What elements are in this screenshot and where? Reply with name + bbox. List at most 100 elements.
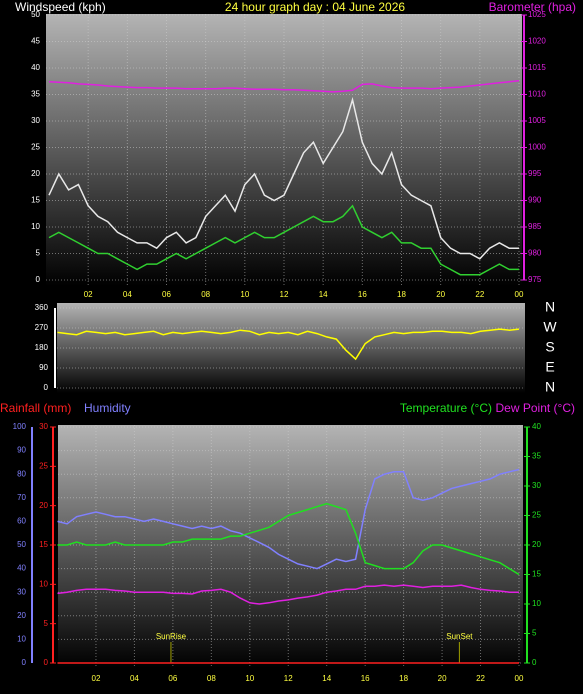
y-tick-label: 1020 bbox=[528, 37, 546, 46]
y-tick-label: N bbox=[545, 379, 555, 395]
y-tick-label: 15 bbox=[39, 540, 48, 549]
y-tick-label: 25 bbox=[31, 143, 40, 152]
series-line bbox=[48, 96, 519, 260]
y-tick-label: 5 bbox=[36, 249, 41, 258]
y-tick-label: 0 bbox=[44, 658, 49, 667]
y-axis-label: Windspeed (kph) bbox=[15, 0, 106, 14]
x-tick-label: 18 bbox=[397, 290, 406, 299]
y-tick-label: 5 bbox=[44, 619, 49, 628]
y-tick-label: 0 bbox=[532, 658, 537, 667]
y-tick-label: 270 bbox=[35, 323, 49, 332]
y-tick-label: E bbox=[545, 359, 554, 375]
y-tick-label: 20 bbox=[17, 611, 26, 620]
y-tick-label: 1010 bbox=[528, 90, 546, 99]
x-tick-label: 14 bbox=[322, 674, 331, 683]
y-tick-label: 980 bbox=[528, 249, 542, 258]
series-line bbox=[57, 502, 520, 576]
x-tick-label: 04 bbox=[130, 674, 139, 683]
legend-entry: Dew Point (°C) bbox=[496, 401, 575, 415]
y-tick-label: 0 bbox=[22, 658, 27, 667]
y-tick-label: 15 bbox=[532, 570, 541, 579]
y-tick-label: N bbox=[545, 299, 555, 315]
x-tick-label: 04 bbox=[123, 290, 132, 299]
x-tick-label: 12 bbox=[284, 674, 293, 683]
series-line bbox=[48, 79, 520, 93]
x-tick-label: 18 bbox=[399, 674, 408, 683]
y-tick-label: 40 bbox=[17, 564, 26, 573]
y-tick-label: 90 bbox=[39, 363, 48, 372]
y-tick-label: 100 bbox=[13, 422, 27, 431]
y-tick-label: S bbox=[545, 339, 554, 355]
x-tick-label: 16 bbox=[361, 674, 370, 683]
x-tick-label: 20 bbox=[438, 674, 447, 683]
x-tick-label: 22 bbox=[475, 290, 484, 299]
y-tick-label: 30 bbox=[31, 116, 40, 125]
y-tick-label: 30 bbox=[39, 422, 48, 431]
y-tick-label: 80 bbox=[17, 469, 26, 478]
x-tick-label: 10 bbox=[240, 290, 249, 299]
y-tick-label: 15 bbox=[31, 196, 40, 205]
y-tick-label: 70 bbox=[17, 493, 26, 502]
y-tick-label: 5 bbox=[532, 629, 537, 638]
y-tick-label: 985 bbox=[528, 222, 542, 231]
y-tick-label: 1000 bbox=[528, 143, 546, 152]
y-tick-label: 90 bbox=[17, 446, 26, 455]
y-tick-label: 990 bbox=[528, 196, 542, 205]
x-tick-label: 08 bbox=[201, 290, 210, 299]
chart-title: 24 hour graph day : 04 June 2026 bbox=[225, 0, 405, 14]
series-line bbox=[48, 204, 519, 276]
y-tick-label: 40 bbox=[532, 422, 541, 431]
x-tick-label: 20 bbox=[436, 290, 445, 299]
y-tick-label: 180 bbox=[35, 343, 49, 352]
series-line bbox=[57, 328, 520, 361]
x-tick-label: 10 bbox=[245, 674, 254, 683]
y-tick-label: 975 bbox=[528, 275, 542, 284]
y-tick-label: 995 bbox=[528, 169, 542, 178]
y-tick-label: 20 bbox=[39, 501, 48, 510]
annotation: SunRise bbox=[156, 632, 187, 641]
y-tick-label: 1015 bbox=[528, 63, 546, 72]
x-tick-label: 00 bbox=[515, 674, 524, 683]
y-tick-label: 50 bbox=[17, 540, 26, 549]
x-tick-label: 02 bbox=[84, 290, 93, 299]
y-tick-label: 35 bbox=[31, 90, 40, 99]
y-tick-label: 25 bbox=[532, 511, 541, 520]
x-tick-label: 22 bbox=[476, 674, 485, 683]
y-tick-label: 20 bbox=[31, 169, 40, 178]
annotation: SunSet bbox=[446, 632, 473, 641]
y-tick-label: 0 bbox=[44, 383, 49, 392]
y-tick-label: 20 bbox=[532, 540, 541, 549]
x-tick-label: 14 bbox=[319, 290, 328, 299]
y2-axis-label: Barometer (hpa) bbox=[489, 0, 576, 14]
y-tick-label: 10 bbox=[532, 599, 541, 608]
y-tick-label: 45 bbox=[31, 37, 40, 46]
y-tick-label: 10 bbox=[17, 635, 26, 644]
y-tick-label: 25 bbox=[39, 461, 48, 470]
y-tick-label: W bbox=[543, 319, 557, 335]
y-tick-label: 35 bbox=[532, 452, 541, 461]
x-tick-label: 00 bbox=[515, 290, 524, 299]
series-line bbox=[57, 468, 520, 570]
y-tick-label: 1025 bbox=[528, 10, 546, 19]
x-tick-label: 06 bbox=[162, 290, 171, 299]
x-tick-label: 16 bbox=[358, 290, 367, 299]
x-tick-label: 06 bbox=[168, 674, 177, 683]
y-tick-label: 60 bbox=[17, 517, 26, 526]
legend-entry: Humidity bbox=[84, 401, 131, 415]
y-tick-label: 360 bbox=[35, 303, 49, 312]
y-tick-label: 30 bbox=[532, 481, 541, 490]
y-tick-label: 10 bbox=[31, 222, 40, 231]
legend-entry: Temperature (°C) bbox=[400, 401, 492, 415]
y-tick-label: 50 bbox=[31, 10, 40, 19]
legend-entry: Rainfall (mm) bbox=[0, 401, 71, 415]
y-tick-label: 40 bbox=[31, 63, 40, 72]
x-tick-label: 08 bbox=[207, 674, 216, 683]
x-tick-label: 02 bbox=[92, 674, 101, 683]
series-line bbox=[57, 584, 519, 605]
y-tick-label: 30 bbox=[17, 587, 26, 596]
y-tick-label: 0 bbox=[36, 275, 41, 284]
y-tick-label: 1005 bbox=[528, 116, 546, 125]
y-tick-label: 10 bbox=[39, 579, 48, 588]
